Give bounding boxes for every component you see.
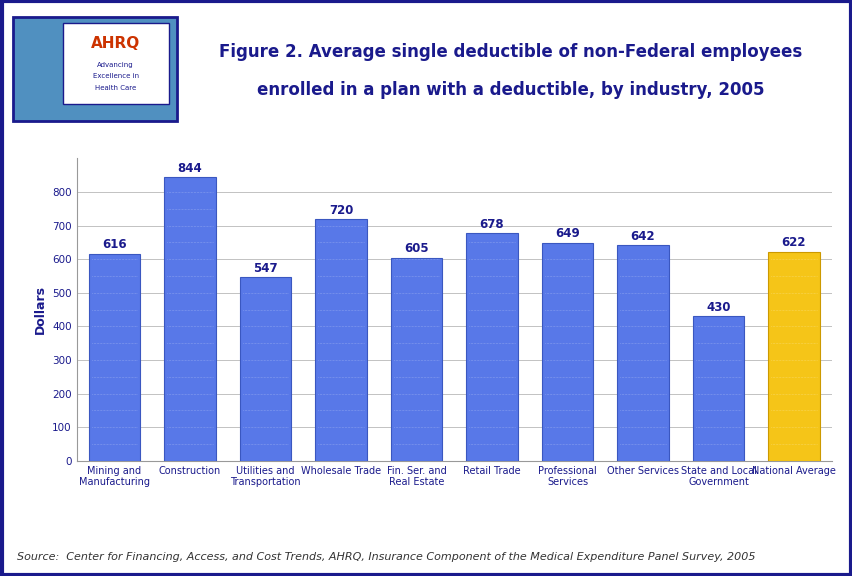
Text: 678: 678 xyxy=(479,218,504,230)
Bar xyxy=(315,219,366,461)
Bar xyxy=(768,252,819,461)
Text: enrolled in a plan with a deductible, by industry, 2005: enrolled in a plan with a deductible, by… xyxy=(257,81,763,99)
Text: 720: 720 xyxy=(328,203,353,217)
Text: Source:  Center for Financing, Access, and Cost Trends, AHRQ, Insurance Componen: Source: Center for Financing, Access, an… xyxy=(17,552,755,562)
Text: 547: 547 xyxy=(253,262,278,275)
FancyBboxPatch shape xyxy=(63,23,169,104)
Text: 622: 622 xyxy=(780,237,805,249)
Bar xyxy=(466,233,517,461)
Text: 616: 616 xyxy=(102,238,127,252)
Text: 642: 642 xyxy=(630,230,654,242)
Text: Health Care: Health Care xyxy=(95,85,136,90)
Text: 605: 605 xyxy=(404,242,429,255)
FancyBboxPatch shape xyxy=(13,17,177,121)
Bar xyxy=(692,316,743,461)
Text: 649: 649 xyxy=(555,228,579,240)
Text: 844: 844 xyxy=(177,162,202,175)
Bar xyxy=(239,277,291,461)
Text: Excellence in: Excellence in xyxy=(93,73,139,79)
Bar xyxy=(617,245,668,461)
Bar xyxy=(89,254,140,461)
Text: 430: 430 xyxy=(705,301,730,314)
Bar xyxy=(390,257,441,461)
Bar xyxy=(541,242,592,461)
Bar xyxy=(164,177,216,461)
Text: Figure 2. Average single deductible of non-Federal employees: Figure 2. Average single deductible of n… xyxy=(219,43,802,61)
Y-axis label: Dollars: Dollars xyxy=(34,285,47,334)
Text: Advancing: Advancing xyxy=(97,62,134,67)
Text: AHRQ: AHRQ xyxy=(91,36,141,51)
